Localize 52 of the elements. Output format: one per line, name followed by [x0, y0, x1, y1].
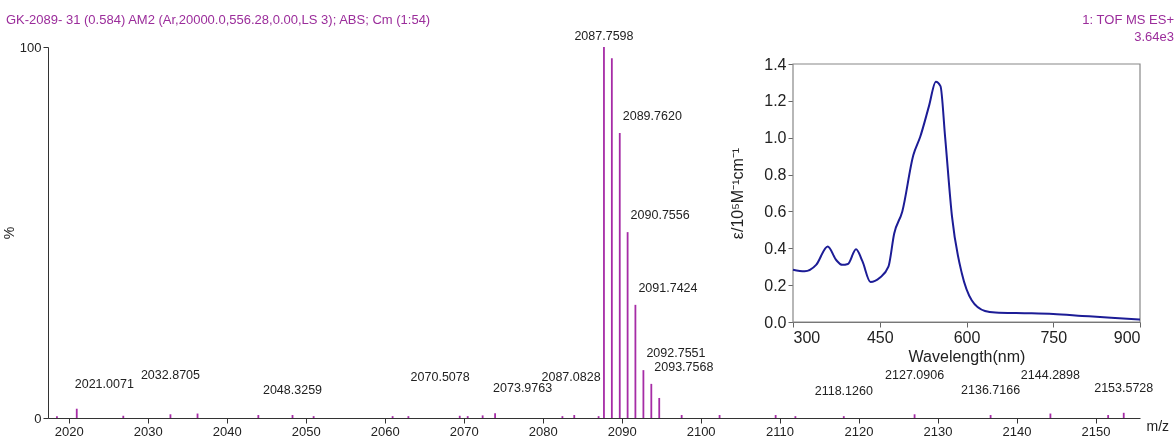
annotation: 2073.9763 [493, 381, 553, 396]
annotation: 2144.2898 [1020, 367, 1080, 382]
x-tick-label: 2090 [607, 423, 637, 439]
annotation: 2048.3259 [262, 383, 323, 398]
y-tick-label: 0 [34, 410, 42, 426]
y-tick-label: 1.2 [764, 92, 787, 110]
x-tick-label: 2070 [449, 423, 479, 439]
annotation: 2090.7556 [630, 208, 690, 223]
y-tick-label: 0.2 [764, 276, 787, 294]
text: 1: TOF MS ES+ [1082, 12, 1174, 27]
x-tick-label: 300 [793, 328, 821, 346]
chart-title: GK-2089- 31 (0.584) AM2 (Ar,20000.0,556.28,0.00,LS 3); ABS; Cm (1:54) [6, 12, 431, 27]
x-tick-label: 750 [1040, 328, 1068, 346]
annotation: 2021.0071 [74, 376, 134, 391]
y-tick-label: 0.0 [764, 313, 787, 331]
x-tick-label: 2050 [291, 423, 321, 439]
annotation: 2092.7551 [646, 346, 706, 361]
x-tick-label: 2040 [212, 423, 242, 439]
y-tick-label: 0.4 [764, 239, 787, 257]
y-tick-label: 1.4 [764, 55, 787, 73]
x-tick-label: 2130 [923, 423, 953, 439]
x-tick-label: 600 [953, 328, 981, 346]
y-tick-label: 0.6 [764, 202, 787, 220]
x-tick-label: 2110 [766, 423, 795, 439]
x-tick-label: 2080 [528, 423, 558, 439]
annotation: 2118.1260 [814, 384, 873, 399]
x-axis-title: m/z [1146, 417, 1170, 434]
y-tick-label: 0.8 [764, 166, 787, 184]
x-tick-label: 2150 [1081, 423, 1111, 439]
x-tick-label: 2140 [1002, 423, 1032, 439]
annotation: 2127.0906 [885, 368, 945, 383]
text: 3.64e3 [1134, 29, 1174, 44]
x-tick-label: 2020 [54, 423, 84, 439]
annotation: 2093.7568 [654, 359, 714, 374]
x-tick-label: 2120 [844, 423, 874, 439]
y-axis-title: ε/10⁵M⁻¹cm⁻¹ [728, 147, 746, 240]
annotation: 2032.8705 [140, 368, 201, 383]
x-tick-label: 2030 [133, 423, 163, 439]
annotation: 2089.7620 [622, 109, 682, 124]
x-tick-label: 900 [1113, 328, 1141, 346]
annotation: 2091.7424 [638, 280, 698, 295]
y-tick-label: 100 [19, 39, 42, 55]
y-tick-label: 1.0 [764, 129, 787, 147]
x-tick-label: 2060 [370, 423, 400, 439]
x-tick-label: 2100 [686, 423, 716, 439]
annotation: 2153.5728 [1094, 380, 1154, 395]
annotation: 2136.7166 [961, 383, 1021, 398]
x-axis-title: Wavelength(nm) [908, 347, 1026, 365]
annotation: 2087.7598 [574, 29, 634, 43]
x-tick-label: 450 [866, 328, 894, 346]
y-axis-title: % [0, 226, 17, 240]
annotation: 2070.5078 [410, 370, 470, 385]
